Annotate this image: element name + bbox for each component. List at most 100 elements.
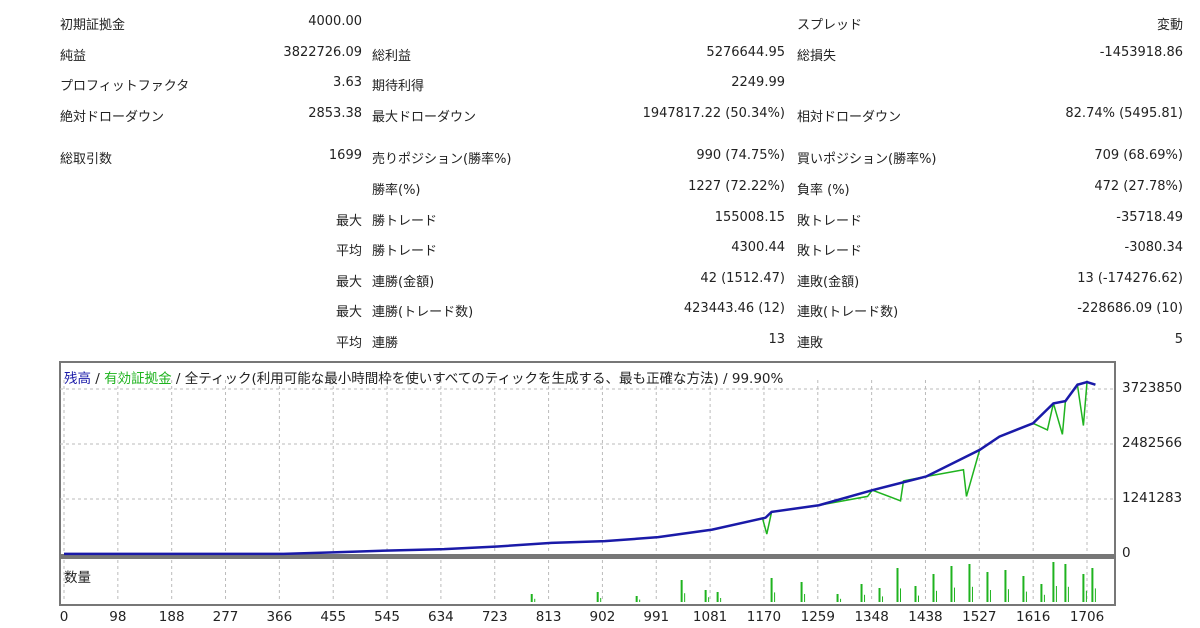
stat-label: 敗トレード — [797, 244, 863, 260]
legend-quality: 99.90% — [731, 371, 784, 387]
x-tick-label: 1081 — [692, 609, 728, 625]
y-tick-label: 2482566 — [1122, 435, 1183, 451]
x-tick-label: 188 — [158, 609, 185, 625]
stats-row: 純益 3822726.09 総利益 5276644.95 総損失 -1453918.86 — [0, 39, 1200, 70]
stat-label: 初期証拠金 — [60, 18, 126, 33]
stat-value: 4000.00 — [308, 14, 362, 29]
balance-line — [64, 380, 1096, 556]
x-tick-label: 1438 — [908, 609, 943, 625]
stat-value: -35718.49 — [1116, 209, 1183, 225]
stat-label: 純益 — [60, 48, 87, 64]
stat-value: 3822726.09 — [283, 44, 362, 60]
stat-label: 連勝(トレード数) — [372, 305, 474, 321]
stat-label: 負率 (%) — [797, 182, 850, 198]
x-tick-label: 1259 — [800, 609, 835, 625]
report-summary-table: 初期証拠金 4000.00 スプレッド 変動純益 3822726.09 総利益 527664… — [0, 8, 1200, 357]
stat-value: 1699 — [328, 148, 362, 164]
stat-value: 変動 — [1156, 18, 1183, 33]
stat-value: 42 (1512.47) — [700, 270, 785, 286]
stat-label: 勝率(%) — [372, 182, 421, 198]
legend-separator: / — [91, 371, 105, 387]
stat-value: 最大 — [335, 274, 362, 290]
stat-label: 連勝(金額) — [372, 274, 435, 290]
stats-row: 最大 連勝(トレード数) 423443.46 (12) 連敗(トレード数) -22868… — [0, 295, 1200, 326]
chart-legend: 残高 / 有効証拠金 / 全ティック(利用可能な最小時間枠を使いすべてのティック… — [64, 367, 783, 387]
stat-label: 敗トレード — [797, 213, 863, 229]
x-tick-label: 813 — [535, 609, 562, 625]
x-tick-label: 1616 — [1015, 609, 1051, 625]
stat-label: 総取引数 — [60, 152, 113, 168]
stat-value: 最大 — [335, 305, 362, 321]
stat-value: 5 — [1174, 331, 1183, 347]
stat-label: 総利益 — [372, 48, 412, 64]
x-tick-label: 1527 — [962, 609, 997, 625]
stat-value: 13 — [768, 331, 785, 347]
stat-value: 5276644.95 — [706, 44, 785, 60]
stat-label: 勝トレード — [372, 213, 438, 229]
stat-label: 最大ドローダウン — [372, 109, 477, 125]
stat-value: 平均 — [335, 244, 362, 260]
stat-label: 買いポジション(勝率%) — [797, 152, 937, 168]
x-tick-label: 366 — [266, 609, 293, 625]
x-tick-label: 1706 — [1069, 609, 1105, 625]
stat-value: 最大 — [335, 213, 362, 229]
stat-label: 連敗 — [797, 335, 824, 351]
stat-label: 絶対ドローダウン — [60, 109, 165, 125]
stat-label: スプレッド — [797, 18, 863, 33]
x-tick-label: 545 — [374, 609, 400, 625]
stats-row: 勝率(%) 1227 (72.22%) 負率 (%) 472 (27.78%) — [0, 173, 1200, 204]
y-tick-label: 0 — [1122, 545, 1131, 561]
x-tick-label: 1348 — [854, 609, 889, 625]
stat-label: 勝トレード — [372, 244, 438, 260]
volume-label: 数量 — [64, 570, 91, 586]
stats-row: 平均 勝トレード 4300.44 敗トレード -3080.34 — [0, 234, 1200, 265]
legend-separator: / — [718, 371, 732, 387]
stat-value: 1947817.22 (50.34%) — [642, 105, 785, 121]
stat-label: 期待利得 — [372, 79, 425, 95]
stats-row: 初期証拠金 4000.00 スプレッド 変動 — [0, 8, 1200, 39]
stat-value: 155008.15 — [714, 209, 785, 225]
stat-label: 売りポジション(勝率%) — [372, 152, 512, 168]
legend-model: 全ティック(利用可能な最小時間枠を使いすべてのティックを生成する、最も正確な方法… — [184, 371, 719, 387]
stat-label: プロフィットファクタ — [60, 79, 190, 95]
stats-row: 平均 連勝 13 連敗 5 — [0, 326, 1200, 357]
chart-frame — [59, 361, 1116, 606]
stats-row: 絶対ドローダウン 2853.38 最大ドローダウン 1947817.22 (50.34… — [0, 100, 1200, 131]
x-tick-label: 455 — [320, 609, 347, 625]
stat-label: 相対ドローダウン — [797, 109, 902, 125]
panel-separator — [60, 554, 1115, 559]
stats-row: 最大 連勝(金額) 42 (1512.47) 連敗(金額) 13 (-174276.62… — [0, 265, 1200, 296]
stat-value: 82.74% (5495.81) — [1065, 105, 1183, 121]
stat-value: -3080.34 — [1124, 240, 1183, 256]
stat-value: -228686.09 (10) — [1077, 301, 1183, 317]
stat-value: 709 (68.69%) — [1094, 148, 1183, 164]
x-tick-label: 1170 — [746, 609, 782, 625]
stat-value: 472 (27.78%) — [1094, 178, 1183, 194]
x-tick-label: 723 — [481, 609, 508, 625]
stat-label: 総損失 — [797, 48, 837, 64]
x-tick-label: 991 — [643, 609, 670, 625]
stat-label: 連勝 — [372, 335, 399, 351]
stat-value: 13 (-174276.62) — [1077, 270, 1183, 286]
x-tick-label: 98 — [109, 609, 127, 625]
stat-value: 423443.46 (12) — [683, 301, 785, 317]
stat-label: 連敗(金額) — [797, 274, 860, 290]
x-tick-label: 0 — [59, 609, 69, 625]
x-tick-label: 277 — [212, 609, 239, 625]
stats-row: プロフィットファクタ 3.63 期待利得 2249.99 — [0, 69, 1200, 100]
stats-row: 総取引数 1699 売りポジション(勝率%) 990 (74.75%) 買いポジション(… — [0, 142, 1200, 173]
x-tick-label: 902 — [589, 609, 616, 625]
stat-value: 3.63 — [333, 75, 362, 91]
legend-balance: 残高 — [64, 371, 91, 387]
y-tick-label: 1241283 — [1122, 490, 1183, 506]
stat-value: 平均 — [335, 335, 362, 351]
legend-separator: / — [171, 371, 185, 387]
stats-row: 最大 勝トレード 155008.15 敗トレード -35718.49 — [0, 204, 1200, 235]
stat-value: -1453918.86 — [1099, 44, 1183, 60]
stat-value: 4300.44 — [731, 240, 785, 256]
stat-value: 1227 (72.22%) — [688, 178, 785, 194]
stat-value: 2249.99 — [731, 75, 785, 91]
x-tick-label: 634 — [428, 609, 454, 625]
stat-value: 2853.38 — [308, 105, 362, 121]
